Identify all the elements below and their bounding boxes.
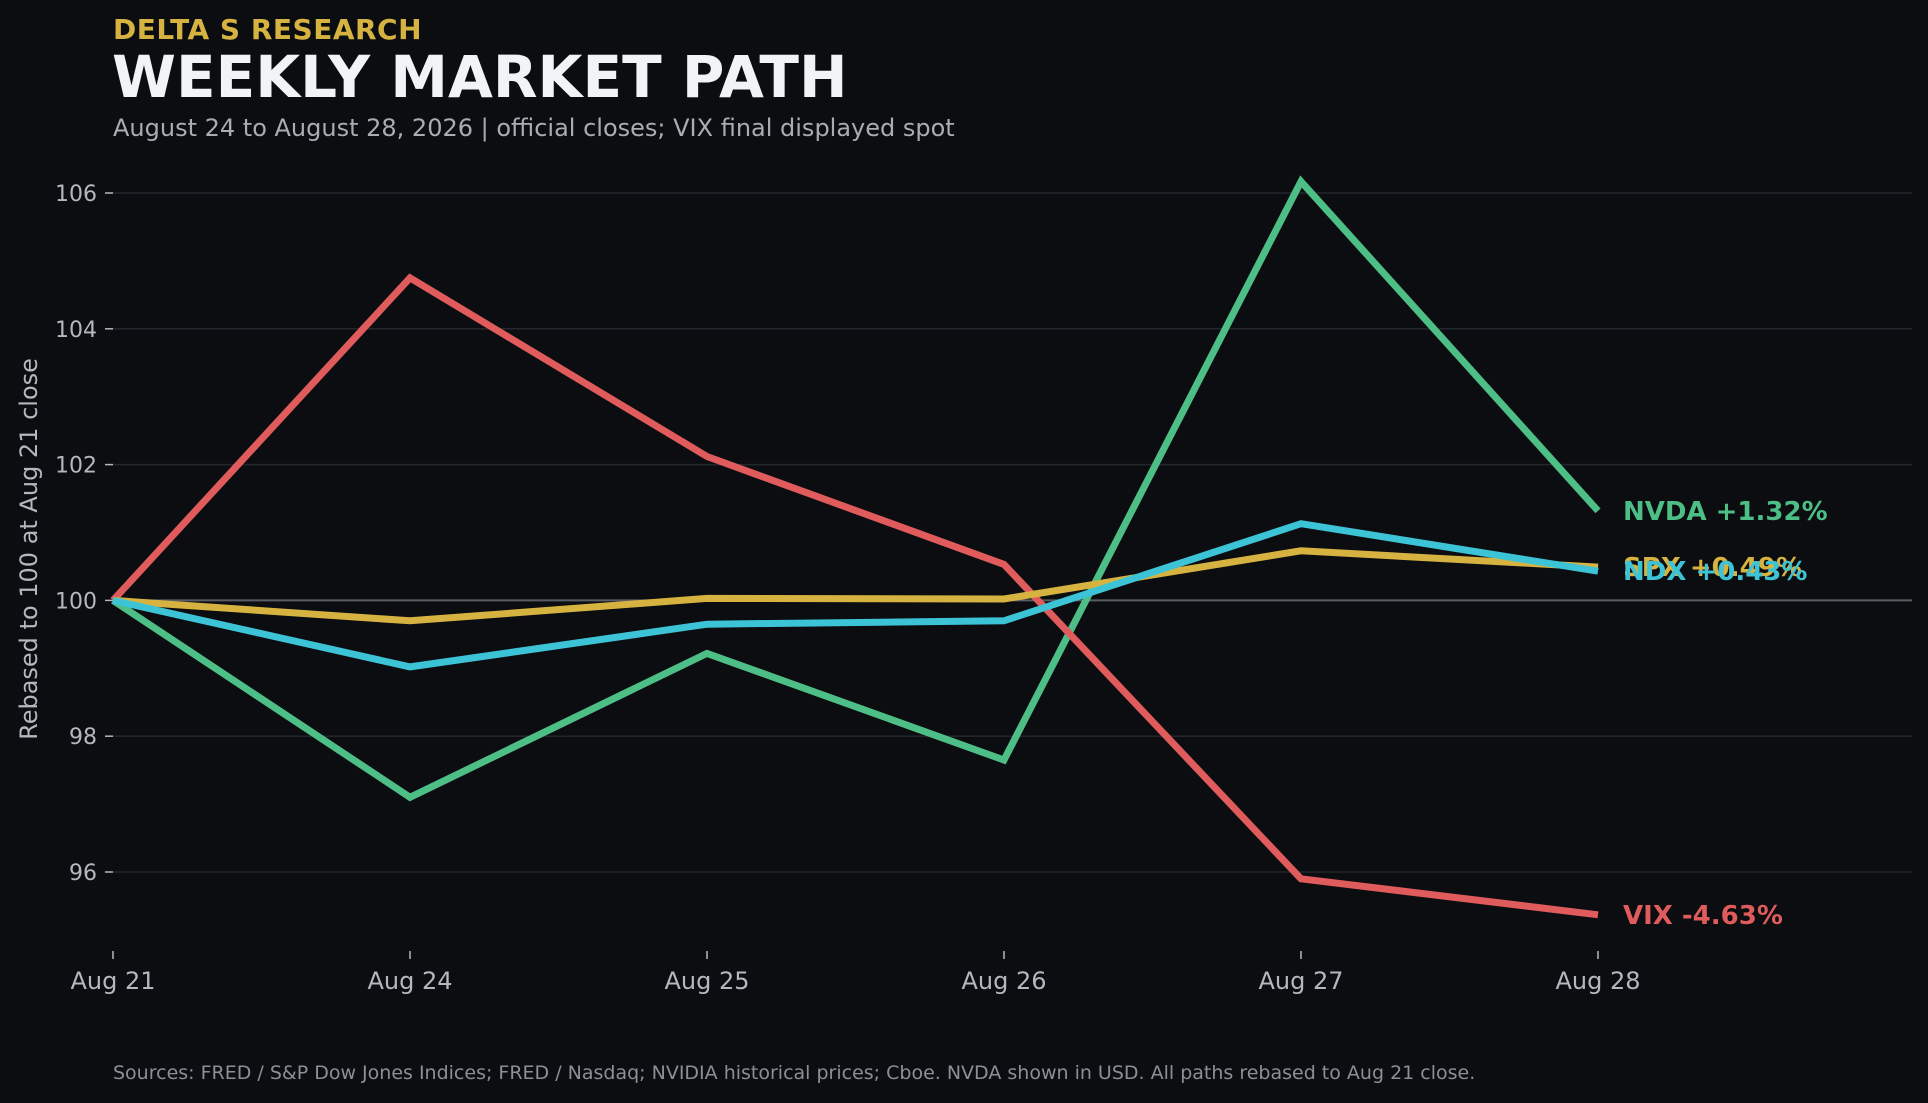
series-line-vix [110, 273, 1599, 919]
series-layer [110, 175, 1601, 919]
end-label-ndx: NDX +0.43% [1623, 557, 1807, 587]
grid-layer [113, 192, 1912, 873]
end-label-spx: SPX +0.49% [1623, 553, 1802, 583]
end-label-nvda: NVDA +1.32% [1623, 497, 1828, 527]
series-line-nvda [111, 175, 1601, 802]
x-tick-label: Aug 26 [961, 967, 1046, 995]
page-subtitle: August 24 to August 28, 2026 | official … [113, 114, 955, 142]
x-tick-label: Aug 24 [367, 967, 452, 995]
label-layer: NVDA +1.32% VIX -4.63% SPX +0.49%NDX +0.43… [1623, 497, 1828, 931]
y-axis-label: Rebased to 100 at Aug 21 close [15, 358, 43, 740]
axis-layer: 96 98 100 102 104 106 Aug 21 Aug 24 Aug 25 Aug 26… [15, 182, 1641, 995]
x-tick-label: Aug 25 [664, 967, 749, 995]
x-tick-label: Aug 27 [1258, 967, 1343, 995]
y-tick-label: 100 [55, 589, 97, 614]
y-tick-label: 96 [69, 861, 97, 886]
brand-label: DELTA S RESEARCH [113, 13, 423, 46]
series-line-spx [112, 547, 1599, 625]
end-label-vix: VIX -4.63% [1623, 901, 1783, 931]
x-tick-label: Aug 21 [70, 967, 155, 995]
series-line-ndx [112, 520, 1599, 671]
source-note: Sources: FRED / S&P Dow Jones Indices; F… [113, 1062, 1476, 1084]
y-tick-label: 106 [55, 182, 97, 207]
y-tick-label: 102 [55, 454, 97, 479]
y-tick-label: 104 [55, 318, 97, 343]
page-title: WEEKLY MARKET PATH [112, 43, 848, 111]
x-tick-label: Aug 28 [1555, 967, 1640, 995]
y-tick-label: 98 [69, 725, 97, 750]
